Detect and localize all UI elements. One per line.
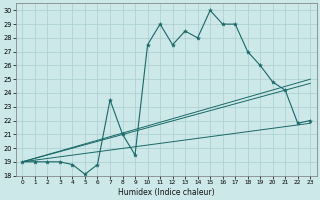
X-axis label: Humidex (Indice chaleur): Humidex (Indice chaleur) (118, 188, 215, 197)
